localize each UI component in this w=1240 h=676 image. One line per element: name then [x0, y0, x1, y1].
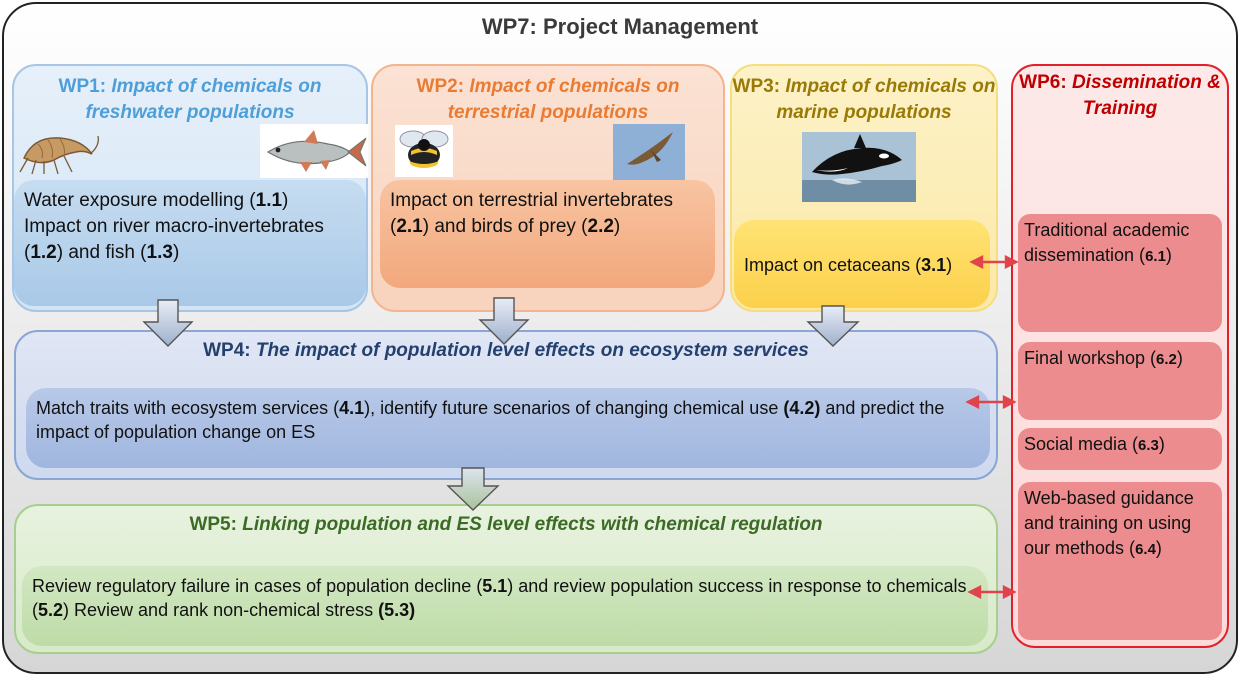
wp6-item-text: Web-based guidance and training on using…	[1024, 488, 1194, 558]
wp4-task-number: 4.1	[339, 398, 365, 418]
wp3-label: WP3:	[732, 76, 786, 97]
wp5-task-number: 5.2	[38, 600, 64, 620]
wp2-task-number: 2.2	[587, 216, 614, 237]
wp6-item-text: )	[1155, 538, 1162, 558]
wp1-heading: WP1: Impact of chemicals on freshwater p…	[12, 74, 368, 126]
wp1-task-number: 1.3	[146, 242, 173, 263]
wp6-item: Social media (6.3)	[1018, 428, 1222, 470]
wp4-title: The impact of population level effects o…	[255, 340, 809, 361]
bee-icon	[395, 125, 453, 177]
wp6-item-text: Final workshop (	[1024, 348, 1157, 368]
wp1-text: )	[172, 242, 180, 263]
wp4-heading: WP4: The impact of population level effe…	[14, 338, 998, 364]
wp5-task-number: 5.1	[482, 576, 508, 596]
wp6-item-text: Traditional academic dissemination (	[1024, 220, 1190, 265]
wp3-title: Impact of chemicals on marine population…	[776, 76, 996, 123]
wp5-task-number: (5.3)	[378, 600, 416, 620]
wp1-text: Impact on river macro-invertebrates (	[24, 216, 324, 263]
wp2-text: ) and birds of prey (	[422, 216, 588, 237]
wp2-text: Impact on terrestrial invertebrates (	[390, 190, 674, 237]
wp5-heading: WP5: Linking population and ES level eff…	[14, 512, 998, 538]
wp3-task-number: 3.1	[921, 255, 947, 275]
wp1-text: )	[282, 190, 289, 211]
orca-icon	[802, 132, 916, 202]
wp6-heading: WP6: Dissemination & Training	[1011, 70, 1229, 122]
wp6-item: Traditional academic dissemination (6.1)	[1018, 214, 1222, 332]
wp6-item: Final workshop (6.2)	[1018, 342, 1222, 420]
bird-of-prey-icon	[613, 124, 685, 180]
wp6-item-text: )	[1165, 245, 1172, 265]
wp3-text: )	[946, 255, 953, 275]
wp1-task-number: 1.1	[255, 190, 283, 211]
wp1-label: WP1:	[58, 76, 112, 97]
wp6-item-text: )	[1158, 434, 1165, 454]
wp2-label: WP2:	[416, 76, 470, 97]
wp5-text: ) and review population success in respo…	[32, 576, 967, 620]
wp2-content: Impact on terrestrial invertebrates (2.1…	[380, 180, 715, 288]
wp5-title: Linking population and ES level effects …	[242, 514, 823, 535]
wp3-text: Impact on cetaceans (	[744, 255, 922, 275]
wp4-label: WP4:	[203, 340, 256, 361]
shrimp-icon	[19, 135, 99, 175]
wp6-title: Dissemination & Training	[1071, 72, 1221, 119]
wp6-task-number: 6.4	[1135, 541, 1156, 558]
wp5-content: Review regulatory failure in cases of po…	[22, 566, 988, 646]
wp6-item-text: Social media (	[1024, 434, 1139, 454]
fish-icon	[260, 124, 368, 178]
wp6-task-number: 6.3	[1138, 437, 1159, 454]
wp1-text: Water exposure modelling (	[24, 190, 256, 211]
wp3-content: Impact on cetaceans (3.1)	[734, 220, 990, 308]
wp5-text: Review regulatory failure in cases of po…	[32, 576, 483, 596]
wp6-item: Web-based guidance and training on using…	[1018, 482, 1222, 640]
wp4-text: ), identify future scenarios of changing…	[364, 398, 784, 418]
wp4-content: Match traits with ecosystem services (4.…	[26, 388, 990, 468]
wp3-heading: WP3: Impact of chemicals on marine popul…	[730, 74, 998, 126]
wp1-task-number: 1.2	[30, 242, 57, 263]
wp6-item-text: )	[1176, 348, 1183, 368]
wp6-task-number: 6.1	[1145, 248, 1166, 265]
wp2-title: Impact of chemicals on terrestrial popul…	[447, 76, 680, 123]
wp4-task-number: (4.2)	[783, 398, 821, 418]
wp1-content: Water exposure modelling (1.1) Impact on…	[14, 180, 366, 306]
page-title: WP7: Project Management	[481, 14, 759, 39]
wp2-text: )	[613, 216, 621, 237]
wp6-label: WP6:	[1019, 72, 1072, 93]
wp2-heading: WP2: Impact of chemicals on terrestrial …	[371, 74, 725, 126]
wp1-text: ) and fish (	[56, 242, 147, 263]
wp1-title: Impact of chemicals on freshwater popula…	[85, 76, 322, 123]
wp4-text: Match traits with ecosystem services (	[36, 398, 340, 418]
wp2-task-number: 2.1	[396, 216, 423, 237]
wp4-text: and predict the impact of population cha…	[36, 398, 945, 442]
wp5-label: WP5:	[189, 514, 243, 535]
wp5-text: ) Review and rank non-chemical stress	[63, 600, 379, 620]
wp6-task-number: 6.2	[1156, 351, 1177, 368]
